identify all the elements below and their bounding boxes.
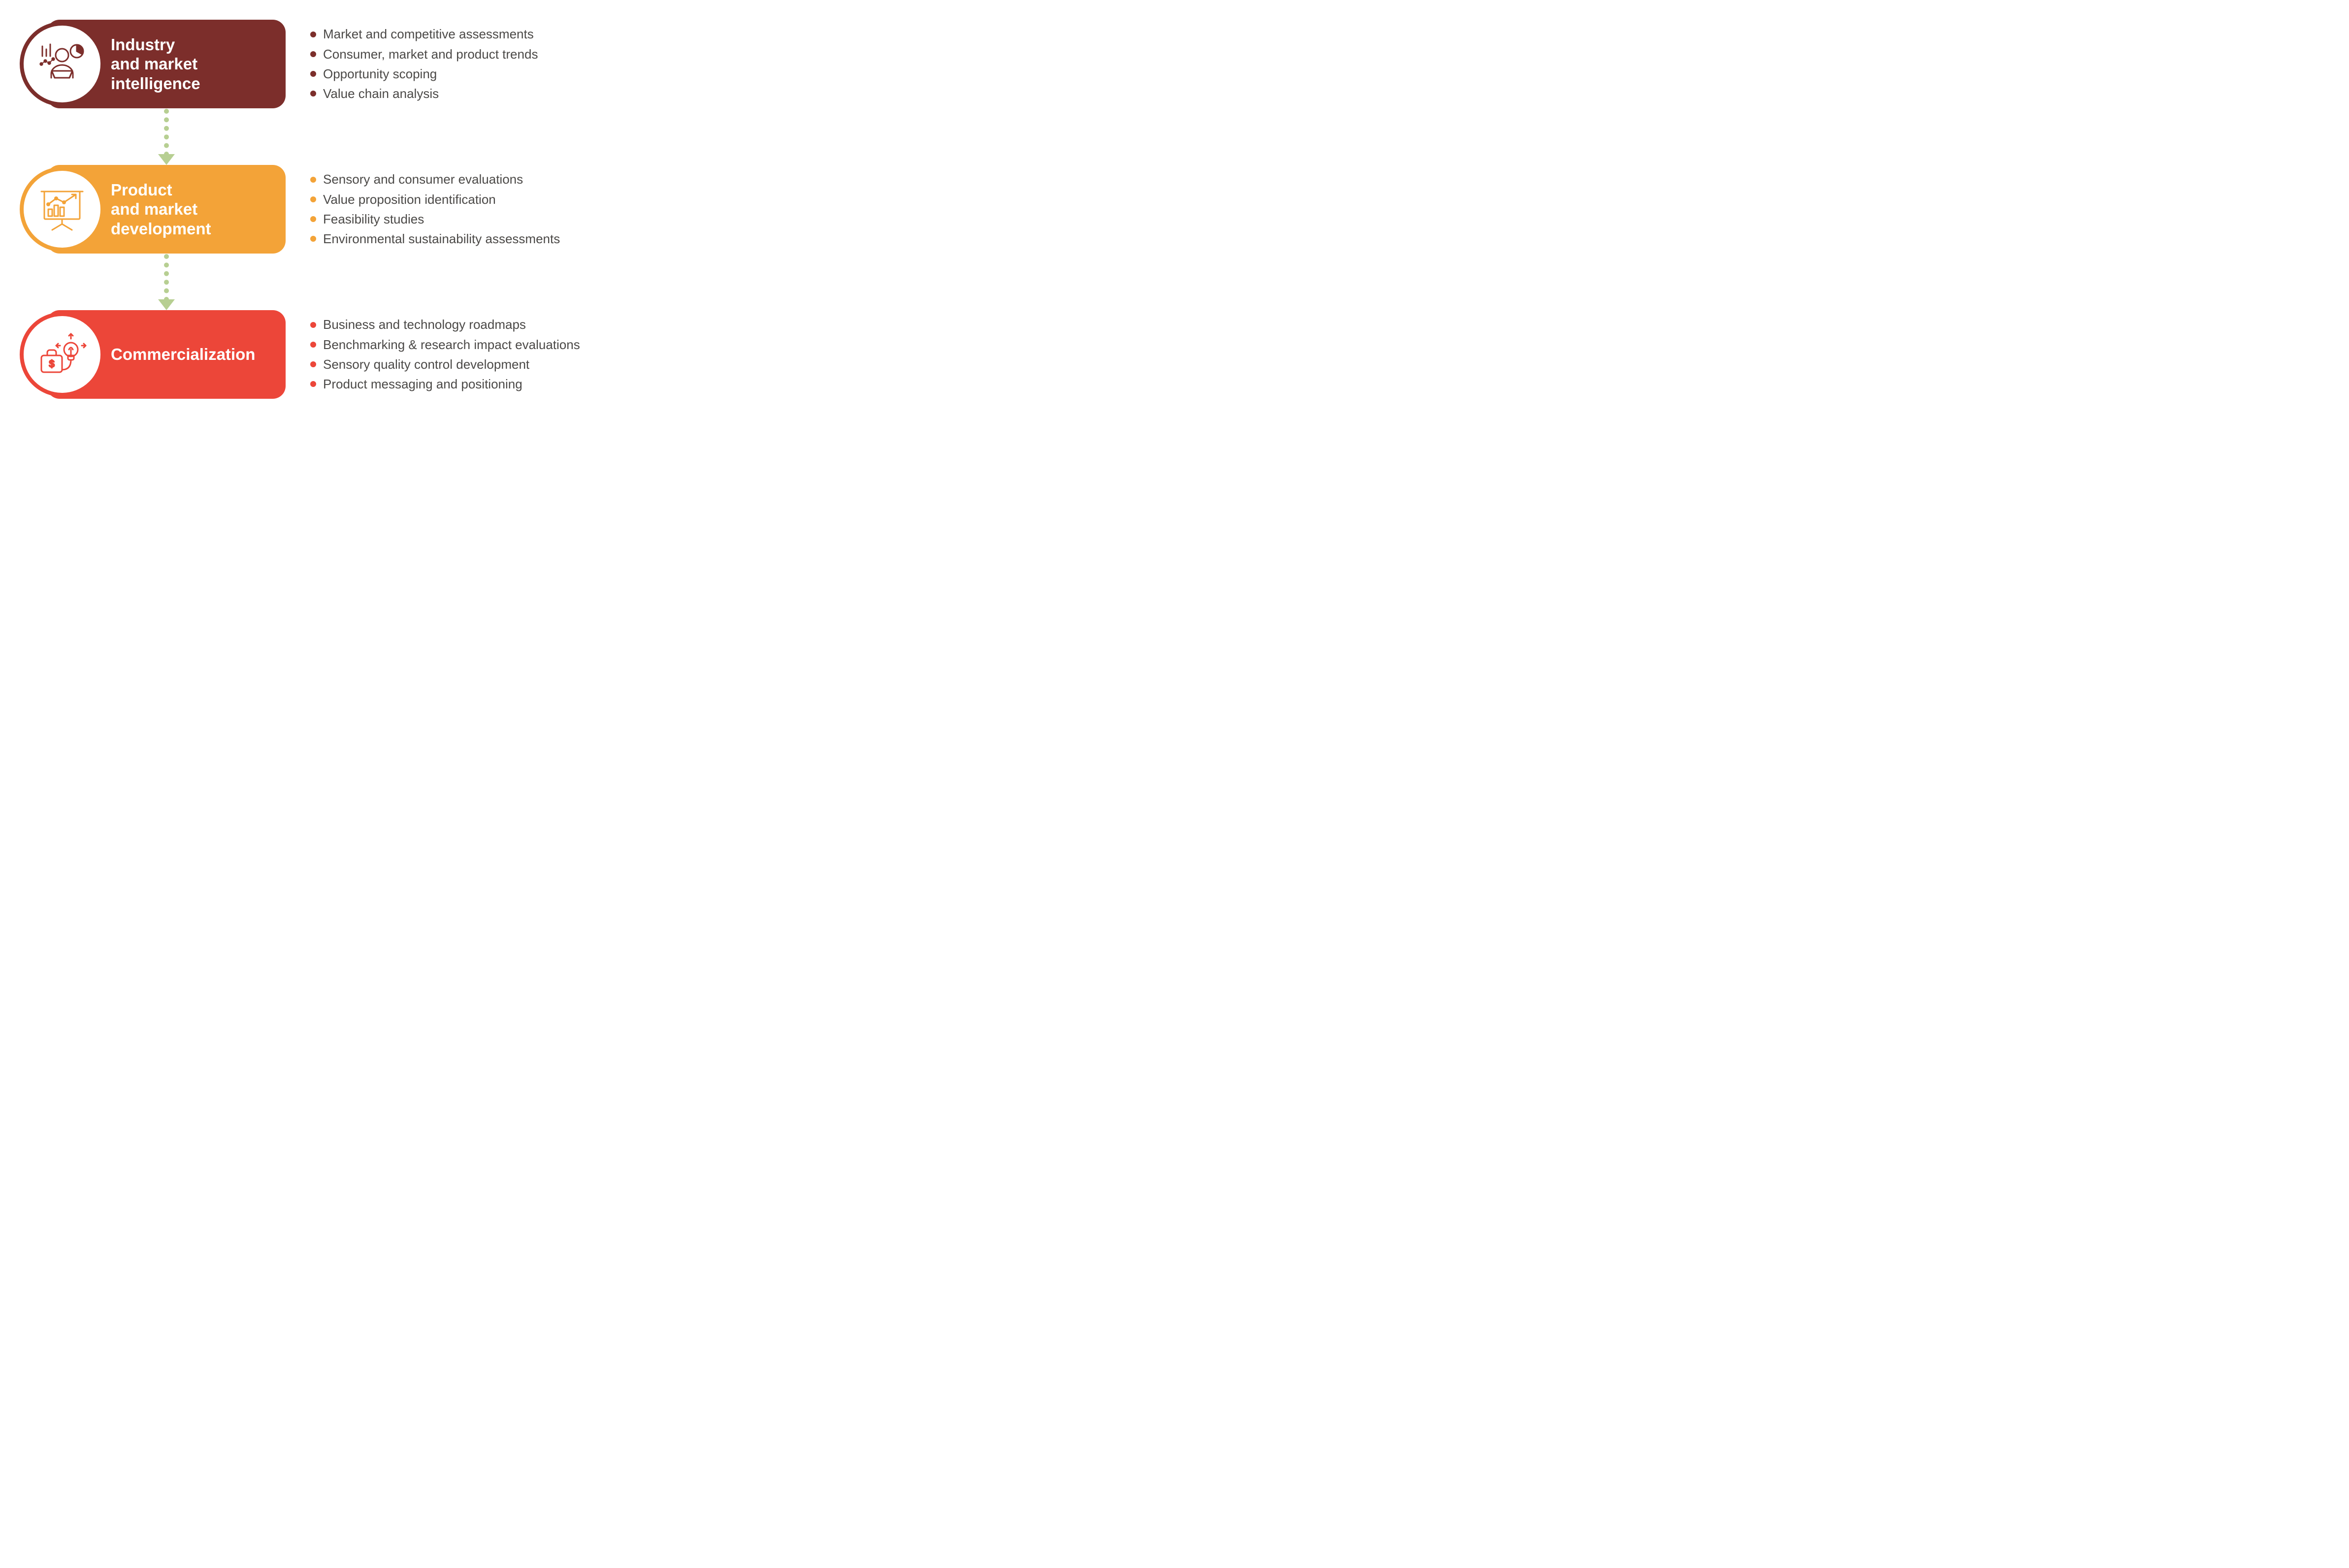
bullet-text: Consumer, market and product trends: [323, 44, 538, 64]
bullet-text: Value proposition identification: [323, 190, 496, 209]
bullet-dot-icon: [310, 381, 316, 387]
list-item: Product messaging and positioning: [310, 374, 580, 394]
bullet-dot-icon: [310, 216, 316, 222]
stage-title-industry: Industryand marketintelligence: [111, 35, 200, 94]
bullet-text: Business and technology roadmaps: [323, 315, 526, 334]
bullet-dot-icon: [310, 236, 316, 242]
bullet-dot-icon: [310, 196, 316, 202]
analyst-charts-icon: [20, 22, 104, 106]
bullet-list-product: Sensory and consumer evaluationsValue pr…: [310, 169, 560, 249]
bullet-list-commercialization: Business and technology roadmapsBenchmar…: [310, 315, 580, 394]
stage-title-commercialization: Commercialization: [111, 345, 255, 364]
bullet-text: Value chain analysis: [323, 84, 439, 103]
bullet-dot-icon: [310, 51, 316, 57]
bullet-text: Feasibility studies: [323, 209, 424, 229]
bullet-text: Opportunity scoping: [323, 64, 437, 84]
bullet-dot-icon: [310, 322, 316, 328]
bullet-list-industry: Market and competitive assessmentsConsum…: [310, 24, 538, 103]
list-item: Market and competitive assessments: [310, 24, 538, 44]
presentation-chart-icon: [20, 167, 104, 252]
list-item: Opportunity scoping: [310, 64, 538, 84]
svg-text:$: $: [49, 359, 54, 370]
bullet-dot-icon: [310, 32, 316, 37]
bullet-dot-icon: [310, 91, 316, 96]
list-item: Business and technology roadmaps: [310, 315, 580, 334]
bullet-dot-icon: [310, 71, 316, 77]
flow-arrow-down-icon: [20, 108, 286, 165]
bullet-dot-icon: [310, 342, 316, 348]
bullet-text: Environmental sustainability assessments: [323, 229, 560, 249]
list-item: Value proposition identification: [310, 190, 560, 209]
bullet-text: Market and competitive assessments: [323, 24, 534, 44]
list-item: Consumer, market and product trends: [310, 44, 538, 64]
list-item: Sensory and consumer evaluations: [310, 169, 560, 189]
briefcase-idea-icon: $: [20, 312, 104, 397]
bullet-dot-icon: [310, 177, 316, 183]
bullet-text: Sensory quality control development: [323, 354, 529, 374]
stage-row-industry: Industryand marketintelligence Market an…: [20, 20, 640, 108]
list-item: Benchmarking & research impact evaluatio…: [310, 335, 580, 354]
stage-block-product: Productand marketdevelopment: [20, 165, 286, 254]
stage-block-industry: Industryand marketintelligence: [20, 20, 286, 108]
bullet-text: Product messaging and positioning: [323, 374, 522, 394]
bullet-dot-icon: [310, 361, 316, 367]
flow-arrow-down-icon: [20, 254, 286, 310]
bullet-text: Benchmarking & research impact evaluatio…: [323, 335, 580, 354]
stage-block-commercialization: Commercialization $: [20, 310, 286, 399]
list-item: Feasibility studies: [310, 209, 560, 229]
stage-row-product: Productand marketdevelopment Sensory and…: [20, 165, 640, 254]
bullet-text: Sensory and consumer evaluations: [323, 169, 523, 189]
stage-row-commercialization: Commercialization $ Business and technol…: [20, 310, 640, 399]
list-item: Value chain analysis: [310, 84, 538, 103]
list-item: Environmental sustainability assessments: [310, 229, 560, 249]
list-item: Sensory quality control development: [310, 354, 580, 374]
stage-title-product: Productand marketdevelopment: [111, 180, 211, 239]
